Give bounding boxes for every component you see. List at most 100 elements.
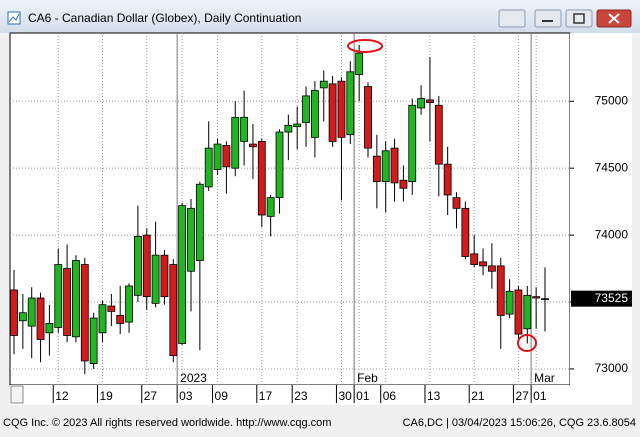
candle-body	[505, 290, 514, 315]
candle-body	[496, 265, 505, 316]
candle-body	[187, 207, 195, 272]
candle-body	[470, 253, 479, 265]
candle-body	[98, 304, 107, 334]
period-label: Feb	[357, 371, 378, 385]
candle-body	[266, 197, 275, 217]
candle-body	[293, 123, 302, 128]
period-label: 2023	[180, 371, 207, 385]
candle-body	[310, 90, 319, 138]
x-tick-label: 09	[215, 389, 229, 403]
date-axis	[10, 385, 632, 405]
last-price-label: 73525	[595, 291, 629, 305]
marks: 7300073500740007450075000121927032023091…	[10, 33, 628, 403]
candle-body	[399, 179, 408, 189]
candle-body	[487, 265, 496, 272]
candle-body	[160, 254, 169, 298]
candle-body	[319, 80, 328, 89]
price-axis	[570, 33, 632, 385]
period-label: Mar	[534, 371, 555, 385]
candle-body	[195, 183, 204, 261]
candle-body	[45, 323, 54, 334]
candle-body	[63, 268, 71, 336]
maximize-glyph	[573, 13, 585, 24]
x-tick-label: 06	[383, 389, 397, 403]
candle-body	[213, 143, 222, 170]
candle-body	[240, 116, 249, 142]
candle-body	[541, 298, 549, 301]
title-bar	[0, 0, 640, 33]
candle-body	[417, 98, 426, 109]
y-tick-label: 73000	[595, 361, 629, 375]
y-tick-label: 74500	[595, 160, 629, 174]
candle-body	[10, 289, 18, 336]
x-tick-label: 17	[259, 389, 273, 403]
candle-body	[107, 305, 116, 312]
candle-body	[434, 104, 443, 165]
candle-body	[257, 141, 266, 216]
last-price-box	[571, 290, 632, 307]
candle-body	[204, 147, 213, 188]
candle-body	[125, 285, 133, 323]
candle-body	[142, 234, 151, 298]
window-icon-line	[8, 13, 20, 23]
candle-body	[222, 145, 231, 168]
candle-body	[178, 205, 187, 344]
low-circle	[517, 334, 537, 352]
candle-body	[18, 312, 27, 322]
candle-body	[231, 116, 240, 169]
candle-body	[27, 297, 36, 327]
x-tick-label: 01	[533, 389, 547, 403]
candle-body	[302, 95, 310, 124]
candle-body	[169, 264, 178, 356]
candle-body	[337, 80, 346, 138]
candle-body	[372, 155, 381, 182]
candle-body	[36, 297, 45, 340]
y-tick-label: 74000	[595, 227, 629, 241]
candle-body	[461, 207, 470, 257]
x-tick-label: 27	[515, 389, 529, 403]
x-tick-label: 23	[294, 389, 308, 403]
candle-body	[151, 254, 160, 304]
candle-body	[364, 86, 372, 149]
link-button[interactable]	[498, 9, 526, 28]
candle-body	[390, 147, 399, 184]
candle-body	[249, 143, 257, 148]
x-tick-label: 03	[179, 389, 193, 403]
candle-body	[275, 131, 284, 199]
candle-body	[532, 296, 541, 299]
high-circle	[347, 39, 383, 53]
candle-body	[452, 197, 461, 209]
footer-right: CA6,DC | 03/04/2023 15:06:26, CQG 23.6.8…	[403, 417, 636, 429]
candle-body	[346, 71, 355, 136]
candle-body	[479, 261, 487, 267]
footer-left: CQG Inc. © 2023 All rights reserved worl…	[3, 417, 331, 429]
candle-body	[72, 260, 80, 338]
maximize-button[interactable]	[565, 9, 593, 28]
candle-body	[514, 289, 523, 335]
minimize-button[interactable]	[534, 9, 562, 28]
candle-body	[54, 264, 63, 328]
x-tick-label: 27	[144, 389, 158, 403]
window-title: CA6 - Canadian Dollar (Globex), Daily Co…	[28, 11, 301, 25]
candle-body	[133, 236, 142, 296]
close-glyph	[608, 13, 620, 24]
candle-body	[89, 317, 98, 364]
y-tick-label: 75000	[595, 93, 629, 107]
candle-body	[80, 264, 89, 362]
candle-body	[116, 315, 125, 324]
candle-body	[284, 124, 293, 133]
x-tick-label: 30	[338, 389, 352, 403]
candle-body	[381, 150, 390, 182]
candle-body	[443, 163, 452, 196]
candle-body	[355, 52, 364, 75]
candle-body	[426, 99, 434, 103]
scroll-box[interactable]	[10, 385, 24, 404]
candle-body	[328, 83, 337, 142]
x-tick-label: 19	[100, 389, 114, 403]
candle-body	[523, 294, 532, 330]
x-tick-label: 13	[427, 389, 441, 403]
x-tick-label: 12	[55, 389, 69, 403]
x-tick-label: 01	[356, 389, 370, 403]
